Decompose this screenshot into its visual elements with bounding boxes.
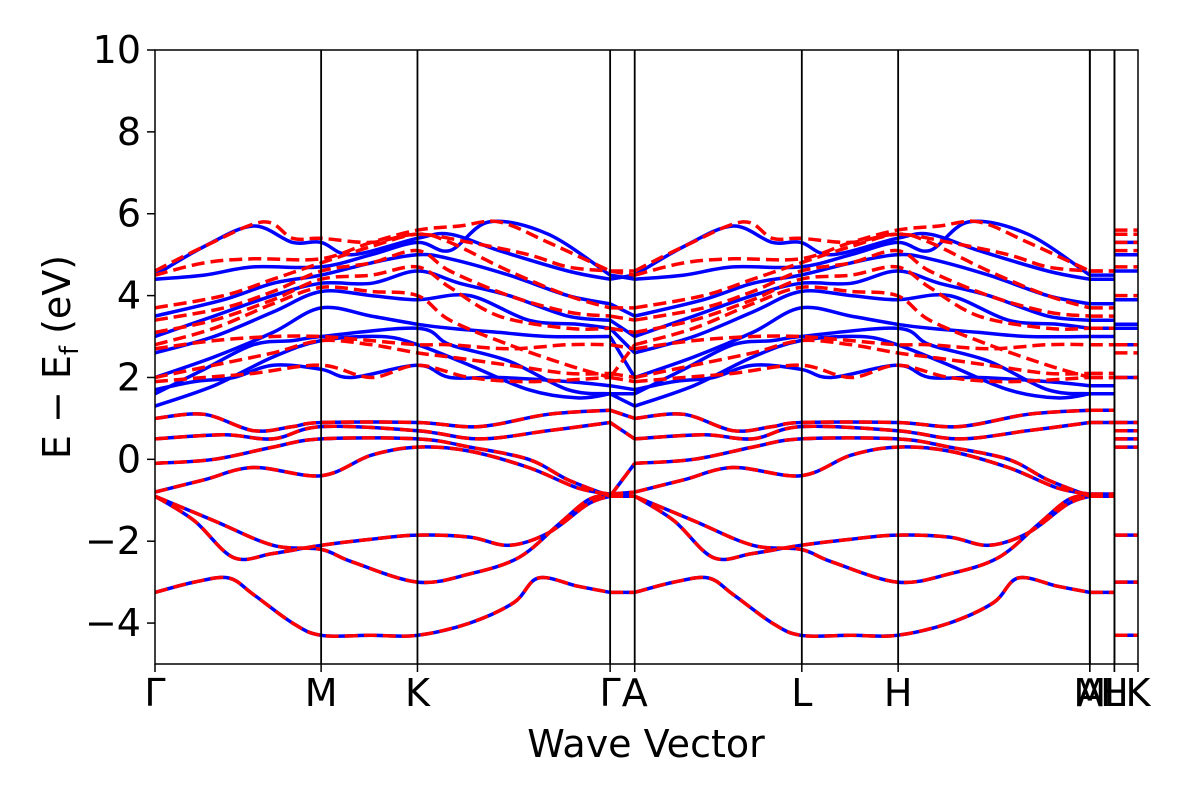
y-tick-label: 6 — [117, 192, 141, 236]
band-line-solid-7 — [155, 363, 611, 392]
band-line-dashed-ALHA-5 — [634, 420, 1091, 441]
x-tick-label: K — [1126, 671, 1152, 715]
y-axis-label-sub: f — [55, 345, 85, 355]
band-line-solid-0 — [155, 575, 611, 638]
band-line-solid-14 — [155, 219, 612, 281]
band-line-dashed-ALHA-4 — [634, 436, 1091, 498]
band-line-dashed-1 — [155, 494, 611, 562]
band-line-solid-ALHA-14 — [634, 219, 1091, 281]
band-line-dashed-GA-6 — [609, 408, 636, 421]
plot-frame — [154, 49, 1139, 665]
band-line-solid-11 — [155, 289, 611, 355]
band-line-dashed-ALHA-11 — [634, 264, 1090, 335]
band-line-dashed-0 — [155, 575, 611, 638]
band-line-solid-ALHA-0 — [634, 575, 1091, 638]
y-axis-label: E − Ef (eV) — [35, 255, 85, 459]
bands-layer — [155, 219, 1138, 638]
band-line-dashed-ALHA-15 — [633, 220, 1090, 273]
band-line-dashed-10 — [155, 285, 611, 380]
band-line-dashed-8 — [155, 338, 611, 380]
band-line-dashed-7 — [155, 363, 611, 384]
band-line-solid-8 — [155, 334, 611, 408]
band-line-solid-ALHA-11 — [634, 289, 1090, 355]
x-tick-label: H — [1100, 671, 1129, 715]
x-tick-label: L — [791, 671, 812, 715]
x-tick-label: H — [884, 671, 913, 715]
x-tick-label: M — [1073, 671, 1106, 715]
band-line-solid-ALHA-4 — [634, 436, 1091, 498]
x-tick-label: A — [1077, 671, 1103, 715]
band-line-solid-ALHA-12 — [634, 269, 1090, 339]
band-line-dashed-4 — [155, 436, 611, 498]
band-line-solid-ALHA-3 — [634, 445, 1091, 496]
band-line-dashed-ALHA-3 — [634, 445, 1091, 496]
band-line-solid-GA-7 — [609, 383, 635, 392]
band-line-solid-ALHA-10 — [634, 305, 1090, 380]
band-line-dashed-ALHA-7 — [634, 363, 1090, 384]
band-line-dashed-14 — [155, 219, 611, 277]
band-line-dashed-3 — [155, 445, 611, 496]
x-tick-label: L — [1104, 671, 1125, 715]
band-line-dashed-15 — [155, 220, 611, 273]
band-line-dashed-12 — [155, 248, 611, 322]
x-tick-label: Γ — [600, 671, 621, 715]
band-line-dashed-ALHA-6 — [634, 408, 1090, 433]
y-axis: −4 −2 0 2 4 6 8 10 — [85, 28, 155, 645]
band-line-dashed-GA-11 — [609, 326, 635, 335]
band-line-dashed-5 — [155, 420, 611, 441]
band-line-solid-9 — [155, 326, 611, 396]
band-line-dashed-GA-10 — [608, 343, 637, 379]
band-line-dashed-GA-5 — [609, 421, 636, 441]
band-line-solid-GA-13 — [609, 302, 636, 318]
band-line-solid-GA-8 — [609, 392, 636, 408]
y-tick-label: 2 — [117, 355, 141, 399]
band-line-dashed-GA-4 — [608, 462, 637, 498]
band-line-solid-ALHA-9 — [633, 326, 1090, 396]
y-tick-label: −2 — [85, 519, 141, 563]
y-axis-label-unit: (eV) — [35, 255, 79, 346]
x-tick-label: M — [305, 671, 338, 715]
x-tick-label: A — [622, 671, 648, 715]
y-tick-label: 0 — [117, 437, 141, 481]
band-line-dashed-ALHA-0 — [634, 575, 1091, 638]
band-line-dashed-ALHA-2 — [634, 492, 1091, 585]
band-line-dashed-9 — [155, 334, 611, 351]
band-line-dashed-ALHA-12 — [634, 248, 1090, 322]
band-line-solid-12 — [155, 269, 611, 339]
band-line-dashed-ALHA-14 — [634, 219, 1091, 277]
band-line-dashed-6 — [155, 408, 611, 433]
y-tick-label: 8 — [117, 110, 141, 154]
band-line-dashed-ALHA-1 — [633, 494, 1091, 562]
band-line-solid-GA-12 — [609, 318, 636, 338]
band-line-solid-ALHA-7 — [634, 363, 1090, 392]
x-axis-label: Wave Vector — [527, 722, 765, 766]
band-line-solid-ALHA-8 — [634, 334, 1091, 408]
band-line-solid-GA-10 — [608, 335, 637, 379]
band-line-dashed-GA-9 — [609, 342, 635, 351]
y-tick-label: 4 — [117, 274, 141, 318]
band-line-dashed-ALHA-8 — [634, 338, 1090, 380]
band-line-solid-10 — [155, 305, 611, 380]
band-line-dashed-11 — [155, 264, 611, 335]
y-tick-label: 10 — [93, 28, 141, 72]
x-tick-label: K — [405, 671, 431, 715]
y-axis-label-main: E − E — [35, 355, 79, 459]
x-tick-label: Γ — [144, 671, 165, 715]
band-line-dashed-ALHA-9 — [634, 334, 1090, 351]
band-line-dashed-GA-12 — [609, 314, 635, 322]
band-line-solid-4 — [155, 436, 611, 498]
kpoint-lines — [320, 50, 1116, 664]
band-line-dashed-ALHA-10 — [634, 285, 1091, 380]
band-line-solid-3 — [155, 445, 611, 496]
y-tick-label: −4 — [85, 601, 141, 645]
